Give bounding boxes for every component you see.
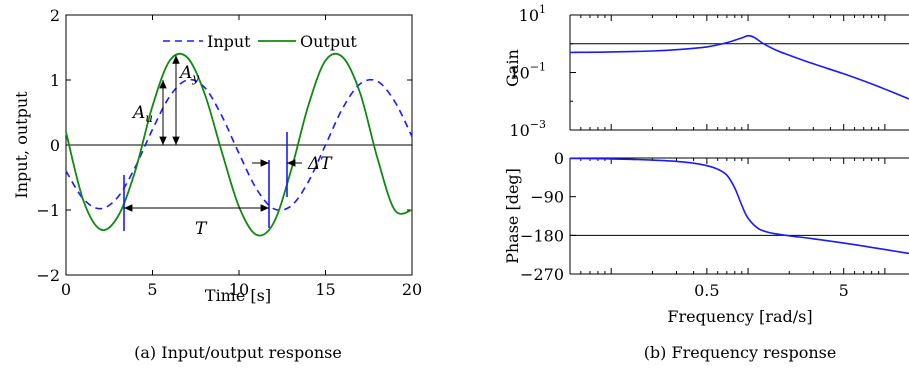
io-response-chart: Au Ay T ΔT 0 5 10 15 20 −2 −1 0 1 2 Input Output Tim… bbox=[12, 6, 422, 362]
io-tick-labels: 0 5 10 15 20 −2 −1 0 1 2 bbox=[36, 6, 422, 299]
io-y-tick-label: −1 bbox=[36, 201, 60, 220]
io-x-tick-label: 15 bbox=[315, 280, 335, 299]
io-y-tick-label: 1 bbox=[50, 71, 60, 90]
t-arrow-head-left bbox=[124, 204, 133, 212]
au-arrow-head-top bbox=[159, 80, 167, 89]
gain-series-line bbox=[569, 34, 909, 100]
io-x-tick-label: 0 bbox=[61, 280, 71, 299]
au-arrow-head-bottom bbox=[159, 136, 167, 145]
phase-y-tick-label: −270 bbox=[520, 265, 564, 284]
t-arrow-head-right bbox=[260, 204, 269, 212]
io-y-tick-label: 0 bbox=[50, 136, 60, 155]
io-plot-area bbox=[65, 14, 413, 276]
io-y-tick-label: 2 bbox=[50, 6, 60, 25]
frequency-x-tick-label: 0.5 bbox=[694, 281, 719, 300]
gain-y-tick-label: 101 bbox=[519, 3, 546, 25]
io-caption: (a) Input/output response bbox=[134, 343, 342, 362]
frequency-caption: (b) Frequency response bbox=[644, 343, 837, 362]
gain-panel bbox=[569, 14, 909, 131]
io-legend: Input Output bbox=[163, 32, 357, 51]
phase-y-tick-label: −180 bbox=[520, 226, 564, 245]
gain-y-tick-label: 10−3 bbox=[509, 118, 546, 140]
io-y-tick-label: −2 bbox=[36, 266, 60, 285]
gain-axis-label: Gain bbox=[503, 49, 522, 87]
output-series-line bbox=[65, 52, 413, 237]
frequency-x-axis-label: Frequency [rad/s] bbox=[667, 307, 812, 326]
frequency-x-tick-label: 5 bbox=[839, 281, 849, 300]
phase-series-line bbox=[569, 157, 909, 255]
io-x-tick-label: 10 bbox=[229, 280, 249, 299]
io-x-tick-label: 5 bbox=[147, 280, 157, 299]
io-x-tick-label: 20 bbox=[402, 280, 422, 299]
io-y-axis-label: Input, output bbox=[12, 91, 31, 199]
t-label: T bbox=[195, 219, 208, 239]
ay-label: Ay bbox=[178, 63, 199, 85]
input-series-line bbox=[65, 78, 413, 212]
dt-arrow-head-left bbox=[260, 159, 269, 167]
ay-arrow-head-bottom bbox=[172, 136, 180, 145]
dt-arrow-head-right bbox=[287, 159, 296, 167]
io-x-axis-label: Time [s] bbox=[205, 286, 271, 305]
phase-axis-label: Phase [deg] bbox=[503, 168, 522, 264]
phase-y-tick-label: 0 bbox=[554, 149, 564, 168]
phase-y-tick-label: −90 bbox=[530, 188, 564, 207]
au-label: Au bbox=[131, 103, 153, 125]
dt-label: ΔT bbox=[307, 154, 333, 174]
phase-panel bbox=[569, 157, 909, 275]
legend-output-label: Output bbox=[300, 32, 357, 51]
ay-arrow-head-top bbox=[172, 55, 180, 64]
legend-input-label: Input bbox=[207, 32, 251, 51]
io-annotations: Au Ay T ΔT bbox=[123, 55, 333, 239]
